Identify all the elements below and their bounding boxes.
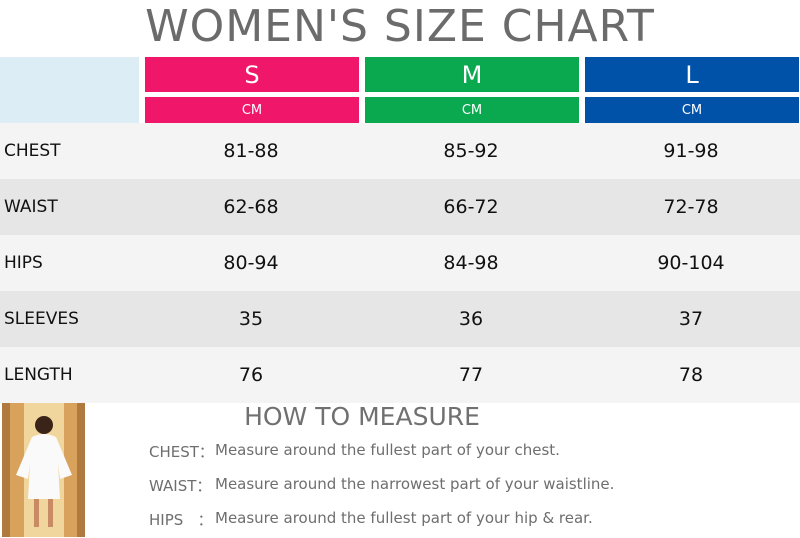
row-label: HIPS [4, 253, 43, 273]
measure-label: CHEST： [149, 443, 214, 461]
measure-text: Measure around the narrowest part of you… [215, 475, 615, 493]
row-background [0, 235, 800, 291]
measure-text: Measure around the fullest part of your … [215, 509, 593, 527]
cell-value: 85-92 [443, 140, 499, 162]
row-background [0, 123, 800, 179]
cell-value: 36 [458, 308, 484, 330]
row-label: CHEST [4, 141, 61, 161]
cell-value: 90-104 [657, 252, 725, 274]
model-photo [2, 403, 85, 537]
measure-text: Measure around the fullest part of your … [215, 441, 560, 459]
row-label: LENGTH [4, 365, 73, 385]
size-header: S [145, 57, 359, 92]
title: WOMEN'S SIZE CHART [145, 1, 655, 52]
cell-value: 66-72 [443, 196, 499, 218]
cell-value: 77 [458, 364, 484, 386]
row-label: WAIST [4, 197, 58, 217]
measure-title: HOW TO MEASURE [244, 402, 480, 431]
cell-value: 80-94 [223, 252, 279, 274]
row-background [0, 291, 800, 347]
cell-value: 91-98 [663, 140, 719, 162]
cell-value: 76 [238, 364, 264, 386]
unit-header: CM [365, 97, 579, 123]
unit-header: CM [585, 97, 799, 123]
measure-label: WAIST： [149, 477, 212, 495]
cell-value: 84-98 [443, 252, 499, 274]
row-background [0, 347, 800, 403]
cell-value: 37 [678, 308, 704, 330]
cell-value: 72-78 [663, 196, 719, 218]
row-background [0, 179, 800, 235]
size-header: L [585, 57, 799, 92]
cell-value: 78 [678, 364, 704, 386]
row-label: SLEEVES [4, 309, 79, 329]
unit-header: CM [145, 97, 359, 123]
cell-value: 35 [238, 308, 264, 330]
header-corner [0, 57, 139, 123]
cell-value: 62-68 [223, 196, 279, 218]
measure-label: HIPS ： [149, 511, 213, 529]
size-header: M [365, 57, 579, 92]
cell-value: 81-88 [223, 140, 279, 162]
